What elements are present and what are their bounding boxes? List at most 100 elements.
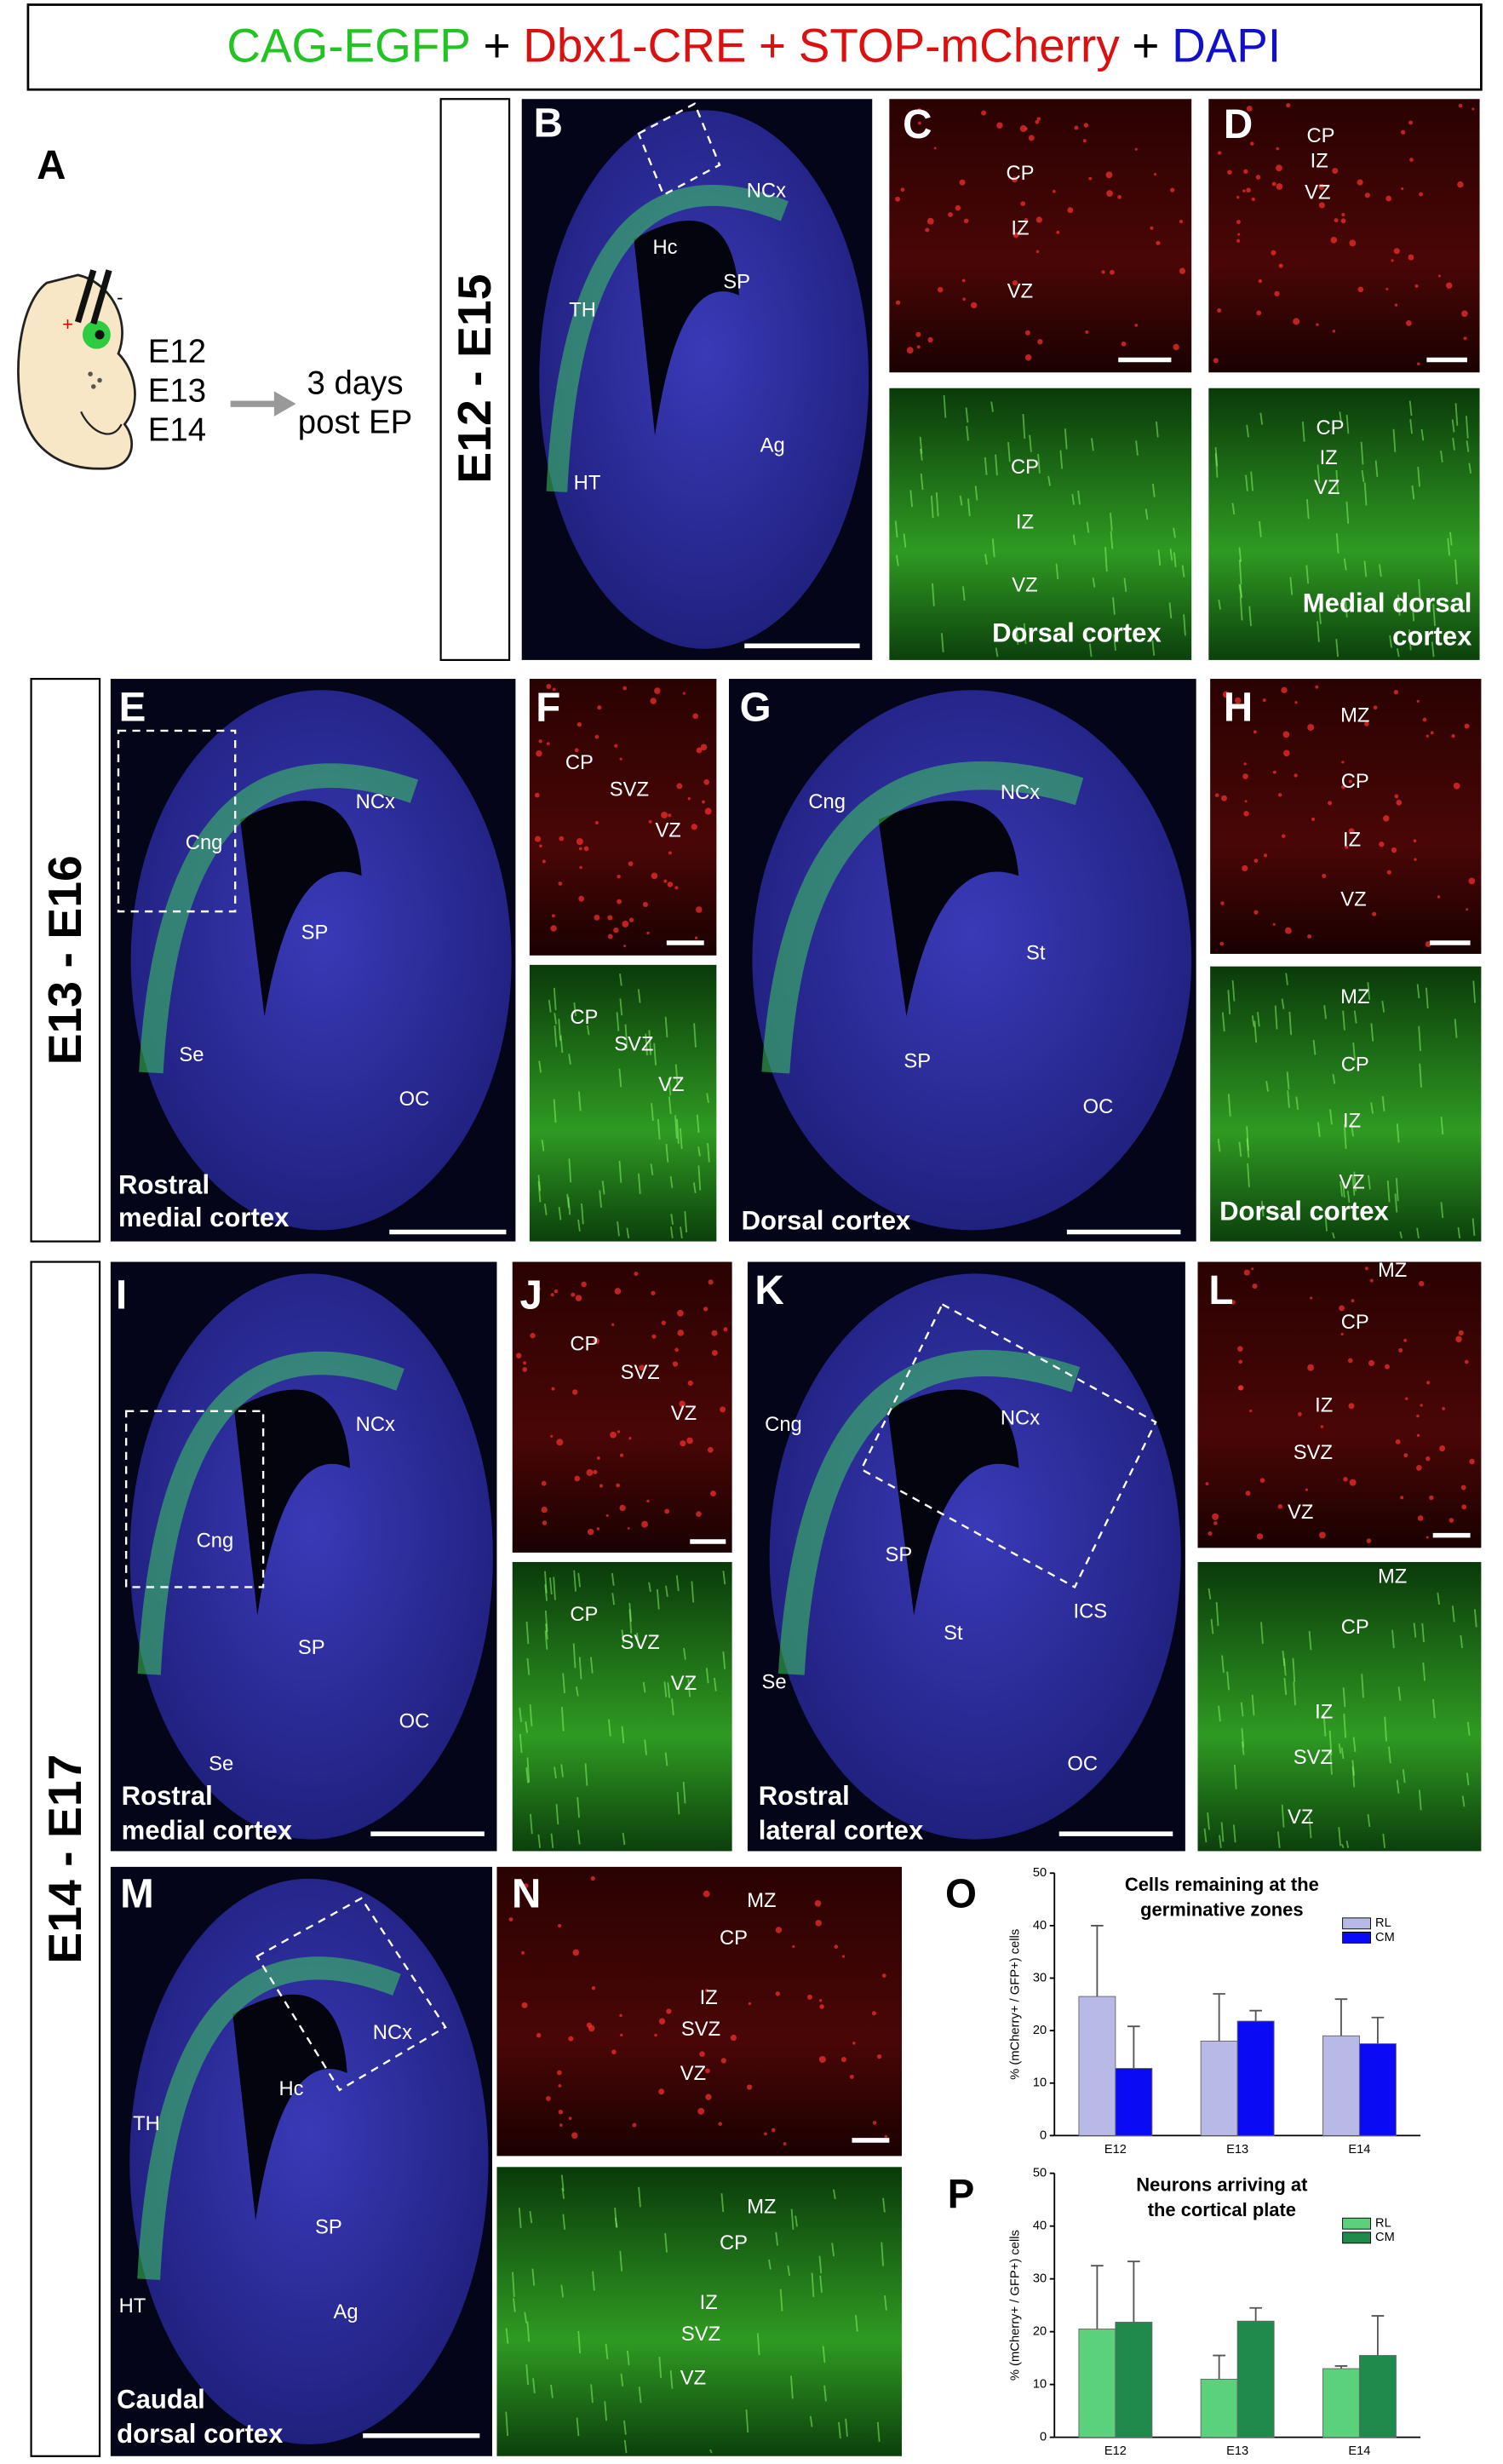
cell <box>1170 187 1175 192</box>
cell <box>583 846 589 852</box>
cell <box>1150 226 1154 230</box>
fiber <box>1342 1010 1345 1031</box>
cell <box>617 875 621 879</box>
cell <box>1243 762 1247 766</box>
cell <box>680 1440 686 1447</box>
fiber <box>664 1016 668 1038</box>
cell <box>587 1528 594 1536</box>
cell <box>556 1439 564 1446</box>
fiber <box>651 1103 654 1121</box>
fiber <box>1352 1737 1357 1752</box>
green-image <box>1210 966 1482 1242</box>
cell <box>674 886 679 890</box>
fiber <box>1227 1094 1231 1117</box>
y-axis-label: % (mCherry+ / GFP+) cells <box>1008 1929 1022 2080</box>
region-label: VZ <box>1288 1806 1313 1829</box>
cell <box>623 945 627 948</box>
cell <box>1236 195 1240 199</box>
cell <box>1468 877 1476 885</box>
cell <box>574 748 579 753</box>
cell <box>818 1999 823 2002</box>
cell <box>916 345 921 349</box>
cell <box>1398 1347 1403 1353</box>
images <box>110 99 1482 2456</box>
cell <box>632 2122 637 2128</box>
fiber <box>1231 979 1236 1002</box>
fiber <box>1282 1651 1286 1667</box>
y-tick-label: 10 <box>1033 2076 1047 2090</box>
fiber <box>1113 634 1116 652</box>
fiber <box>1451 1605 1455 1623</box>
fiber <box>1219 1835 1222 1848</box>
fiber <box>531 2268 536 2286</box>
cell <box>703 1307 708 1312</box>
blue-image <box>728 679 1196 1242</box>
fiber <box>568 1158 572 1183</box>
background <box>512 1561 732 1852</box>
fiber <box>1340 1747 1345 1760</box>
fiber <box>1332 1232 1335 1239</box>
cell <box>1408 254 1414 261</box>
cell <box>508 1917 513 1922</box>
cell <box>1037 338 1043 345</box>
red-image <box>1210 679 1482 954</box>
region-label: NCx <box>356 1413 395 1436</box>
cell <box>1318 202 1325 209</box>
cell <box>622 686 627 691</box>
fiber <box>658 2356 663 2378</box>
legend-label: CM <box>1375 2231 1395 2244</box>
fiber <box>1416 1227 1420 1239</box>
cell <box>927 336 933 343</box>
x-tick-label: E13 <box>1226 2143 1248 2157</box>
cell <box>1347 1358 1353 1364</box>
fiber <box>1440 450 1443 462</box>
cell <box>708 1279 714 1285</box>
fiber <box>1466 1772 1470 1786</box>
cell <box>1461 310 1468 318</box>
fiber <box>559 1035 564 1054</box>
cell <box>704 1989 708 1992</box>
region-label: VZ <box>671 1402 697 1425</box>
fiber <box>1388 1746 1391 1764</box>
green-image <box>529 964 717 1242</box>
fiber <box>554 1025 558 1048</box>
fiber <box>620 2373 624 2386</box>
cell <box>704 807 712 815</box>
fiber <box>577 1572 581 1588</box>
region-label: VZ <box>1314 476 1340 499</box>
fiber <box>1426 987 1429 1009</box>
region-label: St <box>1026 941 1046 964</box>
cell <box>1457 181 1464 188</box>
header-title: CAG-EGFP + Dbx1-CRE + STOP-mCherry + DAPI <box>227 19 1281 72</box>
cell <box>852 2042 856 2045</box>
fiber <box>577 2331 582 2354</box>
cell <box>1439 1445 1446 1452</box>
fiber <box>965 407 969 423</box>
cell <box>523 1361 527 1365</box>
cell <box>559 836 565 841</box>
green-image <box>512 1561 732 1852</box>
cell <box>1442 1406 1446 1410</box>
fiber <box>845 2418 848 2437</box>
cell <box>1242 864 1248 872</box>
fiber <box>1361 469 1365 483</box>
region-label: St <box>944 1622 963 1645</box>
panel-label: F <box>536 685 560 730</box>
cell <box>1236 220 1241 225</box>
cell <box>572 1949 580 1956</box>
cell <box>748 2002 752 2006</box>
cell <box>1293 318 1300 325</box>
row-box <box>439 98 511 662</box>
fiber <box>1396 1123 1400 1143</box>
y-tick-label: 30 <box>1033 1971 1047 1984</box>
fiber <box>1253 1020 1258 1043</box>
fiber <box>995 647 999 658</box>
bar <box>1078 2329 1116 2438</box>
cell <box>705 2068 710 2074</box>
cell <box>1222 691 1230 698</box>
cell <box>963 218 969 224</box>
cell <box>696 747 703 754</box>
ventricle <box>878 801 1019 1017</box>
cell <box>1035 216 1042 223</box>
y-tick-label: 10 <box>1033 2377 1047 2391</box>
